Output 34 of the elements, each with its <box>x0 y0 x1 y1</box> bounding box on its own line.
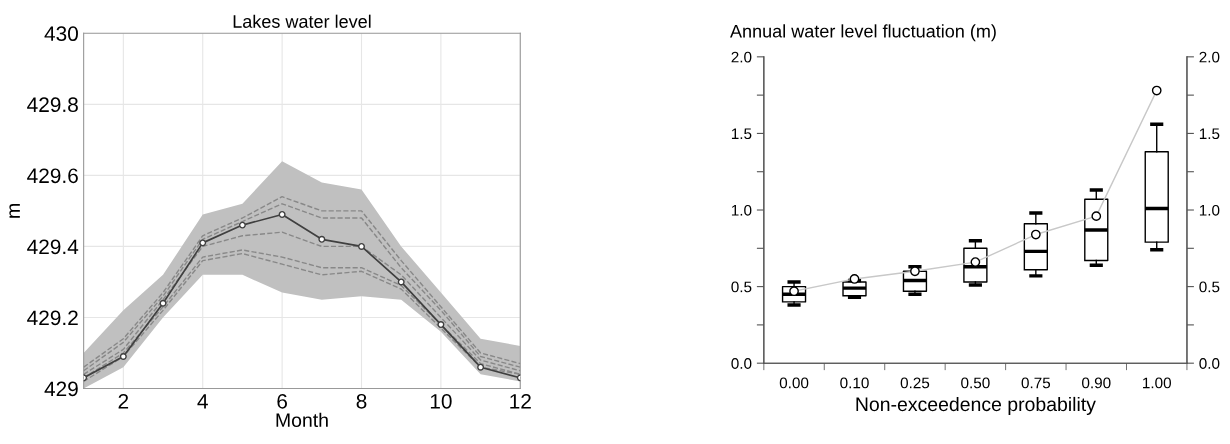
y-tick-label: 0.5 <box>731 281 752 293</box>
y-tick-label: 429.8 <box>27 97 78 113</box>
y-tick-label: 2.0 <box>731 51 752 63</box>
y-tick-label: 430 <box>44 26 78 42</box>
x-tick-label: 0.90 <box>1082 377 1111 389</box>
x-tick-label: 0.50 <box>961 377 990 389</box>
y2-tick-label: 0.5 <box>1199 281 1220 293</box>
chart-title: Annual water level fluctuation (m) <box>730 24 996 42</box>
x-tick-label: 4 <box>197 394 208 409</box>
y-tick-label: 429 <box>44 381 78 397</box>
x-tick-label: 12 <box>510 393 531 409</box>
x-tick-label: 0.10 <box>840 377 869 389</box>
x-tick-label: 2 <box>118 393 129 409</box>
y-tick-label: 429.6 <box>27 168 78 184</box>
chart-title: Lakes water level <box>233 14 371 28</box>
x-tick-label: 0.25 <box>900 377 930 389</box>
y-tick-label: 429.4 <box>27 239 79 255</box>
y-tick-label: 1.0 <box>731 204 752 216</box>
y2-tick-label: 1.0 <box>1199 204 1220 216</box>
x-tick-label: 6 <box>277 393 287 409</box>
y2-tick-label: 1.5 <box>1199 128 1220 140</box>
y-axis-title: m <box>9 204 20 218</box>
x-axis-title: Non-exceedence probability <box>856 396 1096 415</box>
x-tick-label: 0.00 <box>779 377 809 389</box>
x-axis-title: Month <box>276 412 328 428</box>
y-tick-label: 0.0 <box>731 358 752 369</box>
x-tick-label: 1.00 <box>1143 377 1171 389</box>
y2-tick-label: 2.0 <box>1199 51 1220 63</box>
y-tick-label: 1.5 <box>731 128 752 140</box>
y2-tick-label: 0.0 <box>1199 358 1220 369</box>
x-tick-label: 8 <box>356 393 367 409</box>
y-tick-label: 429.2 <box>27 310 78 326</box>
x-tick-label: 0.75 <box>1021 377 1051 389</box>
x-tick-label: 10 <box>430 393 452 409</box>
